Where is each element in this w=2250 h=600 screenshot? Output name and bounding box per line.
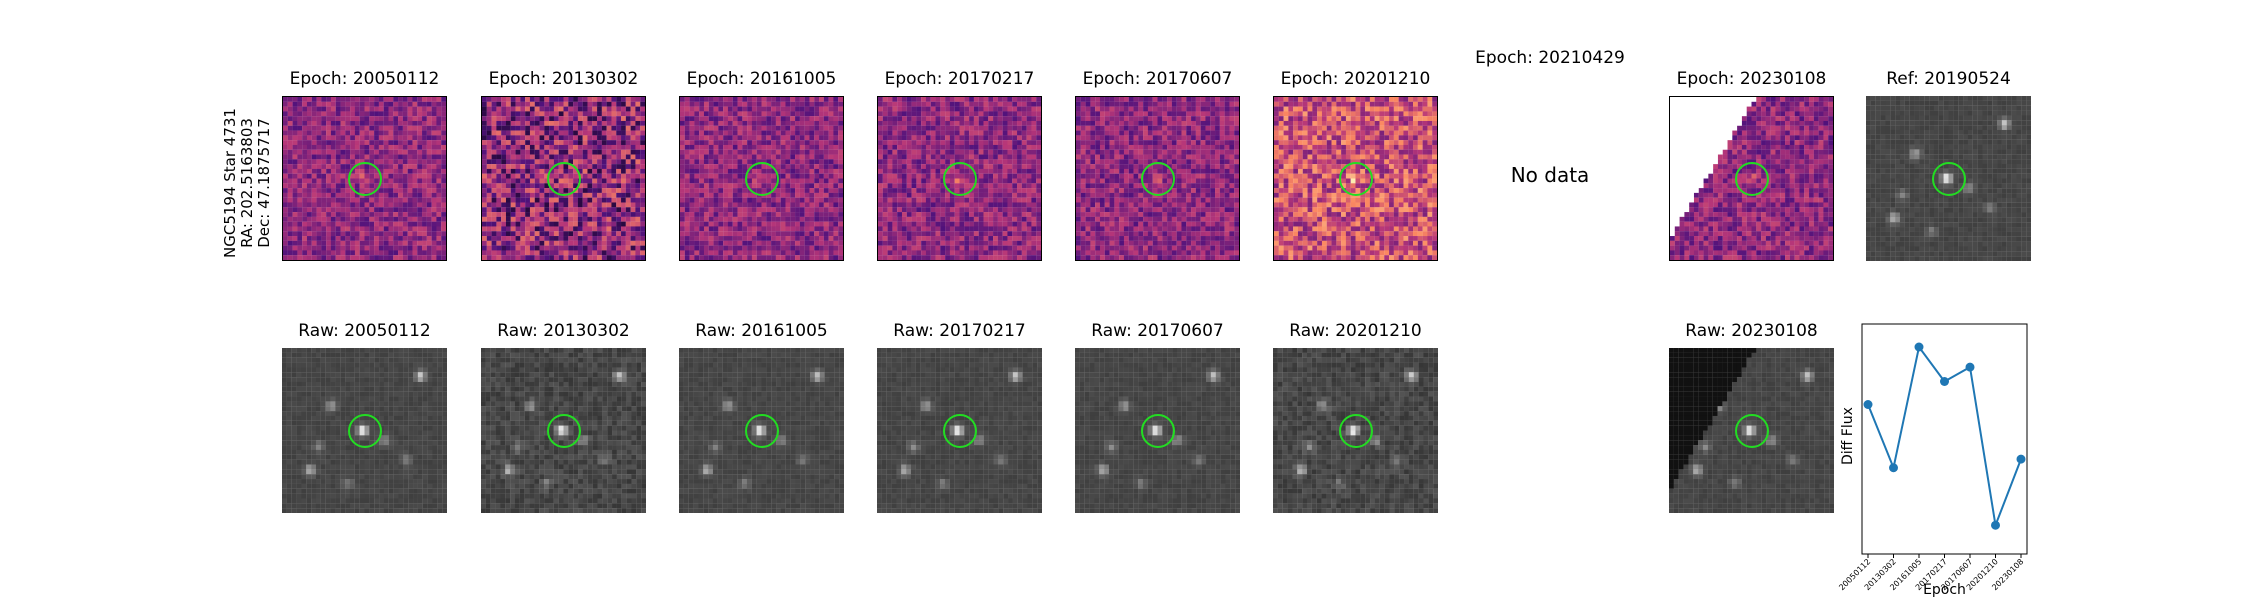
difference-image bbox=[282, 96, 447, 261]
missing-epoch-title: Epoch: 20210429 bbox=[1475, 48, 1625, 68]
raw-image bbox=[1075, 348, 1240, 513]
light-curve-svg: 2005011220130302201610052017021720170607… bbox=[1837, 323, 2028, 592]
difference-image bbox=[679, 96, 844, 261]
data-point bbox=[1965, 362, 1975, 372]
raw-panel-6: Raw: 20201210 bbox=[1273, 321, 1438, 513]
data-point bbox=[1940, 377, 1949, 386]
y-axis-label: Diff Flux bbox=[1840, 407, 1856, 465]
star-dec: Dec: 47.1875717 bbox=[255, 118, 273, 248]
panel-title: Raw: 20170607 bbox=[1091, 321, 1224, 341]
raw-image bbox=[481, 348, 646, 513]
target-circle bbox=[1931, 161, 1966, 196]
target-circle bbox=[1140, 161, 1175, 196]
x-axis-label: Epoch bbox=[1923, 582, 1966, 598]
diff-panel-3: Epoch: 20161005 bbox=[679, 69, 844, 261]
data-point bbox=[1863, 400, 1873, 409]
panel-title: Epoch: 20130302 bbox=[488, 69, 639, 89]
target-circle bbox=[942, 413, 977, 448]
panel-title: Raw: 20050112 bbox=[298, 321, 431, 341]
data-point bbox=[1914, 342, 1924, 352]
diff-panel-6: Epoch: 20201210 bbox=[1273, 69, 1438, 261]
panel-title: Raw: 20170217 bbox=[893, 321, 1026, 341]
target-circle bbox=[942, 161, 977, 196]
difference-image bbox=[1669, 96, 1834, 261]
raw-panel-3: Raw: 20161005 bbox=[679, 321, 844, 513]
target-circle bbox=[546, 413, 581, 448]
raw-panel-2: Raw: 20130302 bbox=[481, 321, 646, 513]
target-circle bbox=[1338, 413, 1373, 448]
panel-title: Raw: 20130302 bbox=[497, 321, 630, 341]
raw-image bbox=[679, 348, 844, 513]
difference-image bbox=[481, 96, 646, 261]
data-point bbox=[1889, 463, 1898, 473]
panel-title: Raw: 20161005 bbox=[695, 321, 828, 341]
light-curve-chart: 20050112 20130302 20161005 20170217 20170607… bbox=[1837, 323, 2028, 592]
series-line bbox=[1867, 344, 2022, 530]
target-circle bbox=[1140, 413, 1175, 448]
panel-title: Epoch: 20170607 bbox=[1082, 69, 1233, 89]
raw-image bbox=[282, 348, 447, 513]
target-circle bbox=[744, 161, 779, 196]
target-circle bbox=[1734, 413, 1769, 448]
star-name: NGC5194 Star 4731 bbox=[221, 108, 239, 258]
raw-panel-7: Raw: 20230108 bbox=[1669, 321, 1834, 513]
target-circle bbox=[1734, 161, 1769, 196]
data-point bbox=[1991, 520, 2000, 530]
panel-title: Epoch: 20201210 bbox=[1280, 69, 1431, 89]
diff-panel-4: Epoch: 20170217 bbox=[877, 69, 1042, 261]
panel-title: Raw: 20230108 bbox=[1685, 321, 1818, 341]
target-circle bbox=[347, 161, 382, 196]
star-ra: RA: 202.5163803 bbox=[238, 118, 256, 248]
difference-image bbox=[1273, 96, 1438, 261]
panel-title: Epoch: 20161005 bbox=[686, 69, 837, 89]
difference-image bbox=[1075, 96, 1240, 261]
reference-panel: Ref: 20190524 bbox=[1866, 69, 2031, 261]
target-circle bbox=[744, 413, 779, 448]
panel-title: Epoch: 20050112 bbox=[289, 69, 440, 89]
panel-title: Epoch: 20230108 bbox=[1676, 69, 1827, 89]
panel-title: Epoch: 20170217 bbox=[884, 69, 1035, 89]
diff-panel-5: Epoch: 20170607 bbox=[1075, 69, 1240, 261]
raw-panel-5: Raw: 20170607 bbox=[1075, 321, 1240, 513]
panel-title: Raw: 20201210 bbox=[1289, 321, 1422, 341]
target-circle bbox=[1338, 161, 1373, 196]
raw-image bbox=[1669, 348, 1834, 513]
target-circle bbox=[347, 413, 382, 448]
raw-panel-4: Raw: 20170217 bbox=[877, 321, 1042, 513]
chart-frame bbox=[1861, 323, 2028, 555]
diff-panel-7: Epoch: 20230108 bbox=[1669, 69, 1834, 261]
data-point bbox=[2016, 454, 2026, 464]
raw-panel-1: Raw: 20050112 bbox=[282, 321, 447, 513]
star-label: NGC5194 Star 4731 RA: 202.5163803 Dec: 4… bbox=[221, 108, 273, 258]
difference-image bbox=[877, 96, 1042, 261]
diff-panel-2: Epoch: 20130302 bbox=[481, 69, 646, 261]
panel-title: Ref: 20190524 bbox=[1886, 69, 2011, 89]
no-data-message: No data bbox=[1510, 163, 1590, 187]
raw-image bbox=[877, 348, 1042, 513]
reference-image bbox=[1866, 96, 2031, 261]
diff-panel-1: Epoch: 20050112 bbox=[282, 69, 447, 261]
target-circle bbox=[546, 161, 581, 196]
raw-image bbox=[1273, 348, 1438, 513]
